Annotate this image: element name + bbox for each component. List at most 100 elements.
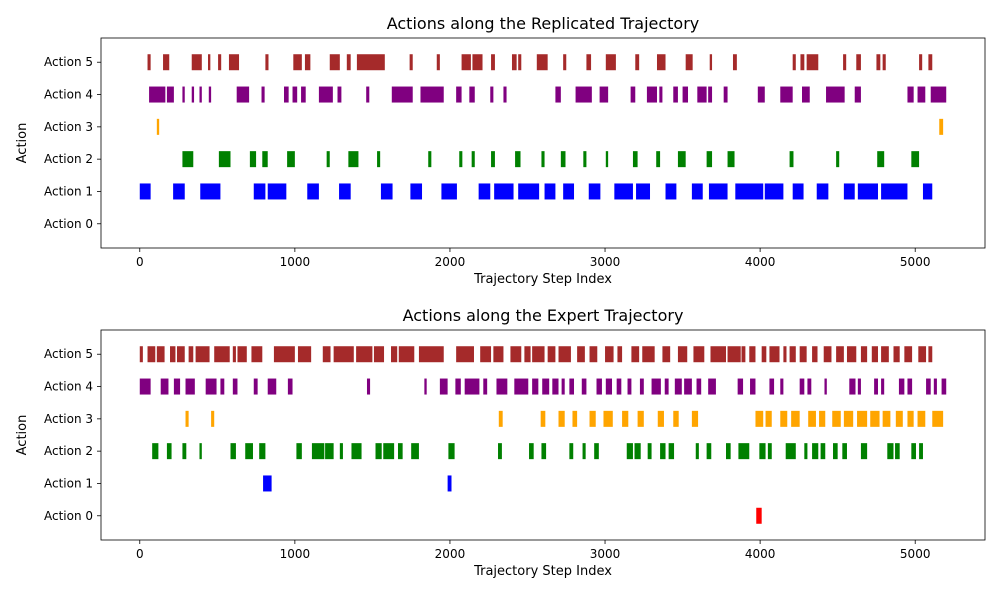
action-5-bar bbox=[547, 346, 556, 363]
x-tick-label: 4000 bbox=[745, 547, 776, 561]
action-3-bar bbox=[843, 410, 854, 427]
action-4-bar bbox=[799, 378, 805, 395]
action-4-bar bbox=[569, 378, 575, 395]
action-5-bar bbox=[391, 346, 398, 363]
action-5-bar bbox=[333, 346, 354, 363]
x-tick-label: 0 bbox=[136, 547, 144, 561]
action-5-bar bbox=[617, 346, 623, 363]
action-1-bar bbox=[494, 183, 514, 200]
action-4-bar bbox=[439, 378, 448, 395]
action-5-bar bbox=[642, 346, 655, 363]
action-3-bar bbox=[211, 410, 215, 427]
action-5-bar bbox=[577, 346, 585, 363]
action-1-bar bbox=[881, 183, 908, 200]
action-2-bar bbox=[411, 443, 419, 460]
action-2-bar bbox=[919, 443, 923, 460]
action-2-bar bbox=[311, 443, 325, 460]
action-5-bar bbox=[409, 54, 413, 71]
action-5-bar bbox=[346, 54, 351, 71]
action-4-bar bbox=[659, 86, 663, 103]
action-5-bar bbox=[662, 346, 671, 363]
action-4-bar bbox=[769, 378, 775, 395]
action-3-bar bbox=[185, 410, 189, 427]
action-4-bar bbox=[490, 86, 494, 103]
action-5-bar bbox=[928, 346, 933, 363]
action-4-bar bbox=[874, 378, 878, 395]
y-tick-label: Action 4 bbox=[44, 88, 93, 102]
action-2-bar bbox=[218, 151, 231, 168]
action-4-bar bbox=[917, 86, 926, 103]
action-2-bar bbox=[820, 443, 826, 460]
action-3-bar bbox=[808, 410, 816, 427]
action-2-bar bbox=[259, 443, 266, 460]
action-4-bar bbox=[581, 378, 587, 395]
action-2-bar bbox=[767, 443, 772, 460]
action-1-bar bbox=[764, 183, 784, 200]
action-5-bar bbox=[749, 346, 756, 363]
action-1-bar bbox=[307, 183, 319, 200]
action-2-bar bbox=[383, 443, 395, 460]
action-4-bar bbox=[139, 378, 151, 395]
action-4-bar bbox=[561, 378, 565, 395]
action-2-bar bbox=[706, 443, 712, 460]
x-tick-label: 1000 bbox=[280, 255, 311, 269]
action-2-bar bbox=[706, 151, 713, 168]
action-1-bar bbox=[816, 183, 829, 200]
action-4-bar bbox=[605, 378, 613, 395]
action-4-bar bbox=[267, 378, 277, 395]
chart-title: Actions along the Replicated Trajectory bbox=[387, 14, 700, 33]
action-3-bar bbox=[857, 410, 868, 427]
action-4-bar bbox=[301, 86, 306, 103]
action-3-bar bbox=[558, 410, 565, 427]
action-2-bar bbox=[296, 443, 302, 460]
action-4-bar bbox=[261, 86, 265, 103]
action-5-bar bbox=[881, 346, 889, 363]
action-4-bar bbox=[907, 86, 914, 103]
action-5-bar bbox=[322, 346, 331, 363]
action-5-bar bbox=[293, 54, 302, 71]
action-5-bar bbox=[812, 346, 818, 363]
action-2-bar bbox=[785, 443, 796, 460]
action-5-bar bbox=[843, 54, 847, 71]
action-2-bar bbox=[448, 443, 455, 460]
action-1-bar bbox=[843, 183, 855, 200]
plot-frame bbox=[100, 329, 986, 541]
action-1-bar bbox=[563, 183, 575, 200]
x-tick-label: 2000 bbox=[435, 255, 466, 269]
action-4-bar bbox=[166, 86, 174, 103]
action-1-bar bbox=[857, 183, 878, 200]
action-4-bar bbox=[616, 378, 622, 395]
action-4-bar bbox=[366, 378, 371, 395]
action-2-bar bbox=[182, 151, 194, 168]
action-4-bar bbox=[926, 378, 931, 395]
action-5-bar bbox=[823, 346, 832, 363]
action-4-bar bbox=[639, 378, 644, 395]
action-5-bar bbox=[727, 346, 741, 363]
action-2-bar bbox=[895, 443, 900, 460]
action-4-bar bbox=[737, 378, 744, 395]
x-tick-label: 4000 bbox=[745, 255, 776, 269]
action-4-bar bbox=[933, 378, 937, 395]
action-2-bar bbox=[339, 443, 343, 460]
action-2-bar bbox=[166, 443, 172, 460]
action-4-bar bbox=[232, 378, 238, 395]
action-4-bar bbox=[881, 378, 885, 395]
action-5-bar bbox=[493, 346, 504, 363]
y-tick-label: Action 2 bbox=[44, 152, 93, 166]
y-tick-label: Action 3 bbox=[44, 120, 93, 134]
action-1-bar bbox=[441, 183, 457, 200]
action-2-bar bbox=[583, 151, 587, 168]
action-4-bar bbox=[424, 378, 427, 395]
action-5-bar bbox=[709, 54, 713, 71]
action-4-bar bbox=[596, 378, 602, 395]
action-2-bar bbox=[877, 151, 885, 168]
action-3-bar bbox=[791, 410, 800, 427]
action-5-bar bbox=[511, 54, 517, 71]
action-4-bar bbox=[575, 86, 592, 103]
action-5-bar bbox=[373, 346, 385, 363]
action-5-bar bbox=[472, 54, 483, 71]
action-5-bar bbox=[536, 54, 548, 71]
action-5-bar bbox=[677, 346, 688, 363]
action-2-bar bbox=[812, 443, 819, 460]
action-5-bar bbox=[589, 346, 598, 363]
